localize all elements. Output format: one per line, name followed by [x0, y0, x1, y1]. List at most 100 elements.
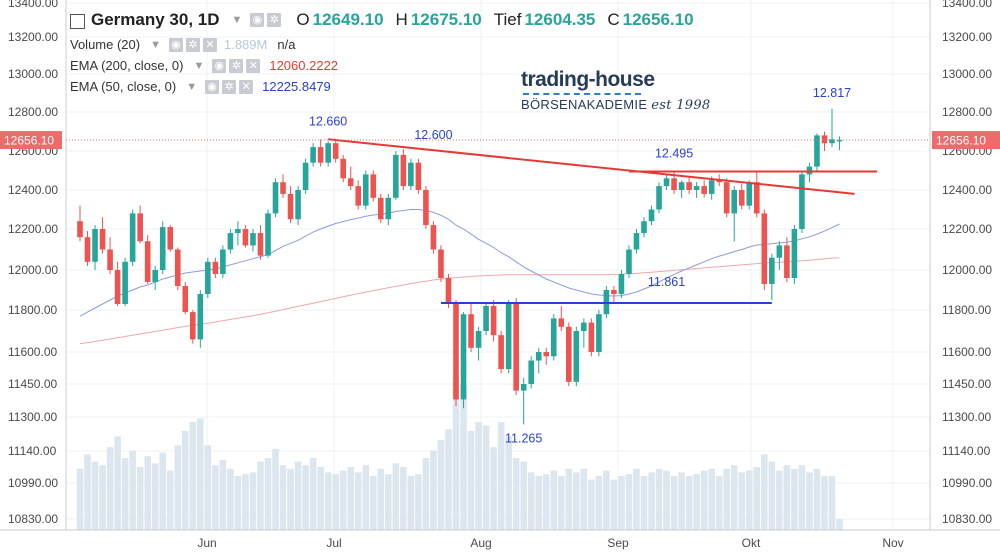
candle-body [611, 290, 617, 294]
candle-body [182, 286, 189, 313]
candle-body [408, 162, 414, 187]
candle-body [287, 193, 294, 220]
indicator-volume[interactable]: Volume (20) ▼ ◉ ✲ ✕ 1.889M n/a [70, 34, 694, 55]
candle-body [144, 241, 151, 282]
low-value: 12604.35 [524, 10, 596, 29]
high-value: 12675.10 [410, 10, 482, 29]
collapse-box-icon[interactable] [70, 13, 85, 29]
volume-bar [603, 470, 610, 530]
candle-body [626, 249, 632, 274]
logo-est: est 1998 [651, 98, 711, 113]
candle-body [445, 278, 452, 304]
volume-bar [407, 476, 415, 530]
volume-bar [294, 461, 302, 530]
chevron-down-icon[interactable]: ▼ [231, 14, 243, 26]
volume-bar [415, 474, 422, 530]
eye-icon[interactable]: ◉ [250, 13, 265, 27]
volume-bar [610, 479, 618, 530]
x-tick-label: Aug [470, 536, 491, 550]
volume-bar [565, 468, 573, 530]
eye-icon[interactable]: ◉ [212, 58, 227, 73]
ema200-line [79, 257, 840, 345]
candle-body [332, 143, 339, 159]
candle-body [483, 306, 489, 331]
y-tick-label-right: 13000.00 [942, 67, 992, 81]
volume-bar [219, 459, 227, 530]
candle-body [633, 233, 640, 250]
eye-icon[interactable]: ◉ [205, 79, 220, 94]
close-icon[interactable]: ✕ [246, 58, 261, 73]
y-tick-label-right: 12400.00 [942, 183, 992, 197]
candle-body [430, 225, 437, 250]
candle-body [385, 197, 392, 220]
volume-bar [783, 465, 791, 530]
volume-bar [700, 470, 708, 530]
candle-body [325, 143, 331, 163]
candle-body [227, 233, 234, 250]
candle-body [378, 197, 384, 220]
candle-body [821, 135, 828, 144]
candle-body [347, 178, 354, 187]
volume-bar [663, 470, 670, 530]
candle-body [475, 331, 482, 348]
eye-icon[interactable]: ◉ [168, 37, 183, 52]
gear-icon[interactable]: ✲ [267, 13, 282, 27]
volume-bar [197, 418, 204, 530]
volume-bar [723, 468, 731, 530]
volume-bar [806, 472, 813, 530]
volume-bar [400, 467, 407, 530]
indicator-ema50[interactable]: EMA (50, close, 0) ▼ ◉ ✲ ✕ 12225.8479 [70, 76, 694, 97]
candle-body [205, 261, 211, 294]
volume-bar [542, 474, 550, 530]
volume-bar [452, 375, 460, 530]
candle-body [550, 318, 557, 357]
close-icon[interactable]: ✕ [239, 79, 254, 94]
candle-body [641, 221, 647, 234]
volume-bar [625, 474, 633, 530]
volume-bar [573, 472, 580, 530]
volume-bar [828, 476, 836, 530]
candle-body [212, 261, 219, 274]
chevron-down-icon[interactable]: ▼ [186, 80, 198, 93]
indicator-extra: n/a [277, 37, 296, 52]
volume-bar [159, 452, 167, 530]
candle-body [174, 249, 181, 286]
annotation-label: 12.660 [309, 114, 347, 128]
volume-bar [264, 458, 272, 530]
high-label: H [395, 10, 408, 29]
candle-body [814, 135, 820, 167]
gear-icon[interactable]: ✲ [229, 58, 244, 73]
candle-body [99, 229, 106, 250]
x-tick-label: Sep [607, 536, 629, 550]
chevron-down-icon[interactable]: ▼ [193, 59, 205, 72]
candle-body [498, 335, 504, 370]
trend-lines[interactable] [328, 138, 878, 304]
candle-body [671, 178, 677, 190]
volume-bar [181, 431, 189, 530]
y-tick-label-left: 11450.00 [8, 377, 57, 391]
indicator-ema200[interactable]: EMA (200, close, 0) ▼ ◉ ✲ ✕ 12060.2222 [70, 55, 694, 76]
volume-bar [392, 463, 400, 530]
chevron-down-icon[interactable]: ▼ [150, 38, 161, 51]
gear-icon[interactable]: ✲ [185, 37, 200, 52]
volume-bar [309, 458, 317, 530]
annotation-label: 12.495 [655, 146, 693, 160]
y-tick-label-left: 12200.00 [8, 222, 58, 236]
close-icon[interactable]: ✕ [202, 37, 217, 52]
volume-bar [520, 461, 527, 530]
volume-bar [106, 447, 114, 530]
volume-bar [76, 468, 84, 530]
volume-bar [640, 476, 648, 530]
candle-body [362, 174, 369, 206]
volume-bar [768, 461, 776, 530]
x-tick-label: Jun [197, 536, 216, 550]
volume-bar [385, 474, 392, 530]
candle-body [107, 249, 113, 270]
candle-body [596, 314, 602, 352]
candle-body [272, 182, 279, 214]
candle-body [310, 147, 316, 163]
gear-icon[interactable]: ✲ [222, 79, 237, 94]
volume-bar [99, 465, 106, 530]
